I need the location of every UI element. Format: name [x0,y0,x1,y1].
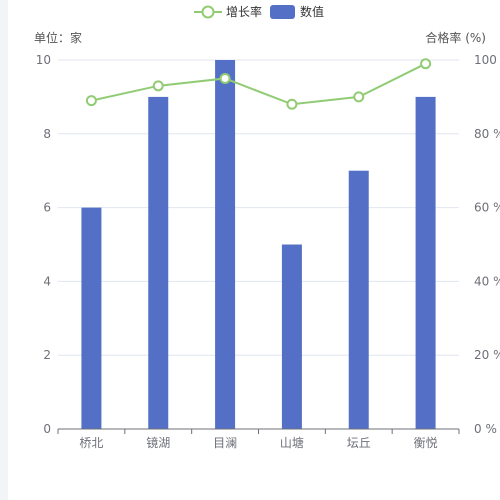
growth-rate-point [219,72,231,84]
growth-rate-point [420,58,432,70]
y-right-tick-label: 20 % [474,348,500,362]
y-left-tick-label: 10 [36,53,51,67]
x-tick-label: 衡悦 [414,436,438,450]
grid-lines [58,59,459,356]
y-left-tick-label: 0 [43,422,51,436]
legend-label-value: 数值 [300,4,324,19]
growth-rate-point [286,98,298,110]
x-tick-label: 目澜 [213,436,237,450]
growth-rate-point [152,80,164,92]
x-tick-label: 镜湖 [146,435,170,450]
line-series [85,58,432,110]
y-right-tick-label: 40 % [474,274,500,288]
x-tick-label: 桥北 [79,436,103,450]
bar [81,207,102,429]
y-left-tick-label: 2 [43,348,51,362]
x-tick-label: 山塘 [280,435,304,450]
y-right-tick-label: 100 % [474,53,500,67]
x-tick-label: 坛丘 [347,436,371,450]
y-left-tick-label: 8 [43,127,51,141]
growth-rate-point [85,95,97,107]
bar [215,60,236,429]
y-right-tick-label: 80 % [474,127,500,141]
legend-item-value[interactable]: 数值 [270,4,324,19]
legend-circle-marker [201,5,215,19]
growth-rate-line [91,62,427,106]
y-right-tick-label: 0 % [474,422,497,436]
legend-label-growth-rate: 增长率 [226,4,262,19]
y-left-tick-label: 4 [43,274,51,288]
growth-rate-point [353,91,365,103]
legend-rect-marker [270,5,295,19]
bar [348,170,369,429]
y-left-tick-label: 6 [43,201,51,215]
right-axis-title: 合格率 (%) [425,30,486,45]
bar [148,96,169,430]
bar [415,96,436,430]
left-axis-title: 单位：家 [34,30,82,45]
bar-series [81,60,436,430]
bar [281,244,302,429]
legend-item-growth-rate[interactable]: 增长率 [194,4,262,19]
y-right-tick-label: 60 % [474,201,500,215]
legend: 增长率 数值 [194,4,324,19]
